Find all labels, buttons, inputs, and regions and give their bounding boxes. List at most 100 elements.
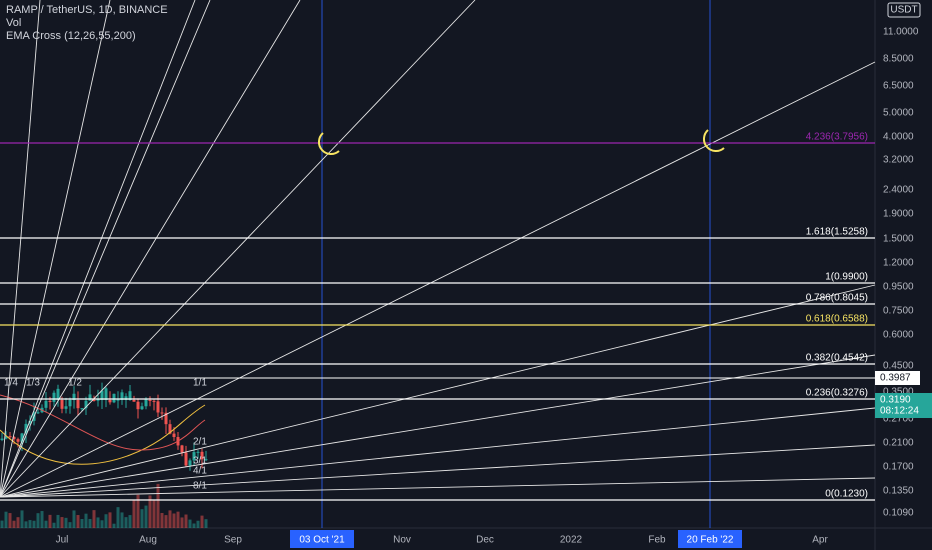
fan-line <box>0 61 876 498</box>
fib-level-label: 0.786(0.8045) <box>806 293 868 304</box>
volume-bar <box>4 511 8 528</box>
candle-body <box>60 400 64 409</box>
candle-body <box>80 408 84 410</box>
fan-line <box>0 354 876 498</box>
time-marker-label: 03 Oct '21 <box>299 535 345 546</box>
volume-bar <box>160 512 164 528</box>
volume-bar <box>132 499 136 528</box>
volume-legend[interactable]: Vol <box>6 17 21 29</box>
fan-line <box>0 0 211 498</box>
volume-bar <box>144 505 148 528</box>
candle-body <box>180 445 184 453</box>
currency-badge[interactable] <box>887 2 921 18</box>
candle-body <box>4 436 8 439</box>
volume-bar <box>52 522 56 528</box>
currency-label[interactable]: USDT <box>890 5 917 16</box>
candle-body <box>188 460 192 466</box>
volume-bar <box>44 520 48 528</box>
fan-line <box>0 407 876 498</box>
price-label: 0.4500 <box>883 361 914 372</box>
candle-body <box>200 451 204 460</box>
fan-line <box>0 444 876 498</box>
volume-bar <box>28 520 32 528</box>
volume-bar <box>8 513 12 528</box>
fan-line <box>0 284 876 498</box>
volume-bar <box>120 512 124 528</box>
fan-label: 1/4 <box>4 378 18 389</box>
candle-body <box>48 400 52 402</box>
volume-bar <box>136 494 140 528</box>
volume-bar <box>196 520 200 528</box>
fib-level-label: 0.382(0.4542) <box>806 353 868 364</box>
volume-bar <box>24 521 28 528</box>
candle-body <box>112 393 116 403</box>
time-label: Apr <box>812 535 828 546</box>
candle-body <box>44 400 48 408</box>
fib-level-label: 0(0.1230) <box>825 489 868 500</box>
price-label: 6.5000 <box>883 81 914 92</box>
countdown-text: 08:12:24 <box>880 406 919 417</box>
candle-body <box>172 433 176 438</box>
candle-body <box>116 399 120 401</box>
candle-body <box>0 438 4 440</box>
volume-bar <box>56 514 60 528</box>
last-price-badge <box>875 393 932 418</box>
volume-bar <box>148 495 152 528</box>
volume-bar <box>180 517 184 528</box>
price-label: 8.5000 <box>883 54 914 65</box>
volume-bar <box>140 509 144 528</box>
volume-bar <box>32 520 36 528</box>
price-label: 0.1350 <box>883 486 914 497</box>
volume-bar <box>104 514 108 528</box>
candle-body <box>132 400 136 402</box>
fan-label: 8/1 <box>193 481 207 492</box>
price-label: 0.2700 <box>883 414 914 425</box>
candle-body <box>160 412 164 414</box>
fib-level-label: 0.618(0.6588) <box>806 314 868 325</box>
price-label: 0.1700 <box>883 462 914 473</box>
candle-body <box>92 400 96 401</box>
symbol-title[interactable]: RAMP / TetherUS, 1D, BINANCE <box>6 4 168 16</box>
time-label: Jul <box>56 535 69 546</box>
time-label: Sep <box>224 535 242 546</box>
price-label: 0.9500 <box>883 282 914 293</box>
moon-icon <box>702 129 725 153</box>
time-marker-badge <box>290 530 354 548</box>
volume-bar <box>84 513 88 528</box>
level-badge-text: 0.3987 <box>880 373 911 384</box>
price-label: 1.9000 <box>883 209 914 220</box>
fib-level-label: 1.618(1.5258) <box>806 227 868 238</box>
time-label: Feb <box>648 535 666 546</box>
candle-body <box>128 391 132 400</box>
candle-body <box>136 401 140 410</box>
candle-body <box>12 436 16 440</box>
volume-bar <box>68 522 72 528</box>
volume-bar <box>156 483 160 528</box>
volume-bar <box>88 518 92 528</box>
indicator-legend[interactable]: EMA Cross (12,26,55,200) <box>6 30 136 42</box>
price-label: 11.0000 <box>883 27 919 38</box>
volume-bar <box>72 510 76 528</box>
last-price-text: 0.3190 <box>880 395 911 406</box>
fib-level-label: 0.236(0.3276) <box>806 388 868 399</box>
volume-bar <box>192 523 196 528</box>
price-label: 0.1090 <box>883 508 914 519</box>
candle-body <box>36 412 40 414</box>
candle-body <box>144 398 148 407</box>
candle-body <box>28 420 32 424</box>
volume-bar <box>60 517 64 528</box>
candle-body <box>148 400 152 401</box>
price-label: 0.3500 <box>883 387 914 398</box>
price-label: 0.2100 <box>883 438 914 449</box>
price-label: 2.4000 <box>883 185 914 196</box>
volume-bar <box>64 517 68 528</box>
volume-bar <box>116 507 120 528</box>
ema-line <box>0 404 206 465</box>
candle-body <box>168 424 172 434</box>
volume-bar <box>96 517 100 528</box>
volume-bar <box>40 511 44 528</box>
price-label: 5.0000 <box>883 108 914 119</box>
candle-body <box>88 394 92 401</box>
volume-bar <box>128 515 132 528</box>
